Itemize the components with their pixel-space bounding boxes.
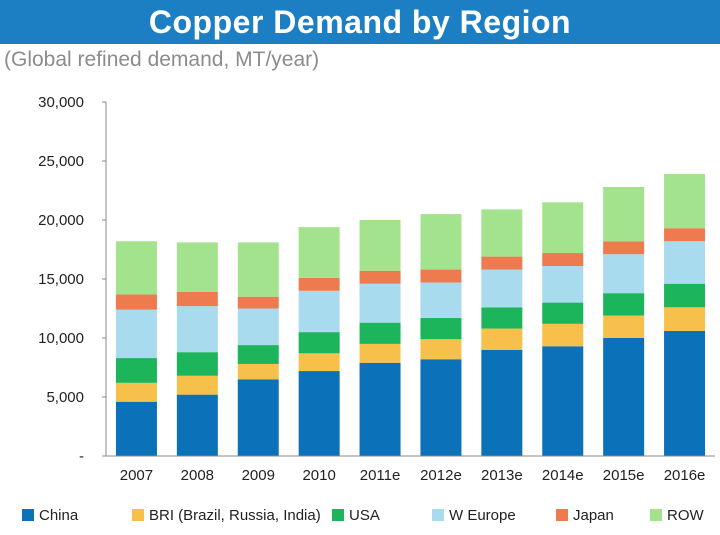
bar-segment-japan <box>115 294 157 310</box>
chart-title: Copper Demand by Region <box>148 3 572 40</box>
bar-segment-japan <box>237 296 279 309</box>
bar-segment-row <box>359 220 401 271</box>
bar-segment-usa <box>481 307 523 329</box>
y-tick-label: 30,000 <box>38 94 84 111</box>
bars <box>115 173 706 456</box>
y-tick-label: 20,000 <box>38 212 84 229</box>
x-tick-label: 2007 <box>120 467 153 484</box>
bar-segment-bri <box>542 323 584 347</box>
bar-segment-japan <box>542 253 584 267</box>
bar-segment-w <box>542 266 584 303</box>
bar-segment-usa <box>176 352 218 376</box>
bar-segment-china <box>420 359 462 456</box>
bar-segment-china <box>359 362 401 456</box>
bar-segment-w <box>115 309 157 359</box>
legend-label: ROW <box>667 507 705 524</box>
bar-segment-japan <box>298 277 340 291</box>
bar-segment-japan <box>603 241 645 255</box>
bar-segment-bri <box>603 315 645 338</box>
bar-segment-china <box>542 346 584 456</box>
legend-swatch <box>22 509 34 521</box>
bar-segment-w <box>664 241 706 284</box>
bar-segment-usa <box>359 322 401 344</box>
x-tick-label: 2011e <box>360 467 401 484</box>
bar-segment-row <box>664 173 706 229</box>
chart-subtitle: (Global refined demand, MT/year) <box>4 48 320 71</box>
bar-segment-china <box>664 330 706 456</box>
bar-segment-china <box>298 371 340 456</box>
y-axis: - 5,000 10,000 15,000 20,000 25,000 30,000 <box>38 94 107 465</box>
legend-swatch <box>332 509 344 521</box>
bar-segment-usa <box>237 345 279 364</box>
bar-segment-w <box>176 306 218 353</box>
bar-segment-w <box>481 269 523 308</box>
bar-segment-row <box>603 186 645 242</box>
legend-swatch <box>556 509 568 521</box>
bar-segment-bri <box>664 307 706 331</box>
y-tick-label: - <box>79 448 84 465</box>
bar-segment-bri <box>176 375 218 395</box>
bar-segment-w <box>298 290 340 333</box>
legend: China BRI (Brazil, Russia, India) USA W Eur… <box>22 507 705 524</box>
bar-segment-usa <box>664 283 706 308</box>
bar-segment-china <box>176 394 218 456</box>
bar-segment-bri <box>115 382 157 402</box>
bar-segment-japan <box>664 228 706 242</box>
x-tick-label: 2009 <box>242 467 275 484</box>
bar-segment-row <box>542 202 584 254</box>
legend-label: W Europe <box>449 507 516 524</box>
legend-label: China <box>39 507 79 524</box>
bar-segment-japan <box>359 270 401 284</box>
legend-label: Japan <box>573 507 614 524</box>
bar-segment-row <box>115 241 157 295</box>
bar-segment-china <box>115 401 157 456</box>
bar-segment-bri <box>420 339 462 360</box>
bar-segment-row <box>298 227 340 278</box>
x-tick-label: 2012e <box>420 467 462 484</box>
x-tick-label: 2014e <box>542 467 584 484</box>
bar-segment-w <box>603 254 645 294</box>
legend-label: BRI (Brazil, Russia, India) <box>149 507 321 524</box>
legend-label: USA <box>349 507 380 524</box>
bar-segment-japan <box>420 269 462 283</box>
legend-swatch <box>132 509 144 521</box>
bar-segment-china <box>603 338 645 456</box>
bar-segment-row <box>481 209 523 257</box>
bar-segment-w <box>420 282 462 318</box>
bar-segment-bri <box>359 343 401 363</box>
bar-segment-w <box>237 308 279 346</box>
bar-segment-japan <box>481 256 523 270</box>
x-tick-label: 2015e <box>603 467 645 484</box>
legend-swatch <box>432 509 444 521</box>
x-axis: 2007 2008 2009 2010 2011e 2012e 2013e 2014e 2015… <box>106 455 715 484</box>
y-tick-label: 10,000 <box>38 330 84 347</box>
bar-segment-row <box>420 214 462 270</box>
bar-segment-china <box>237 379 279 456</box>
bar-segment-bri <box>298 353 340 372</box>
x-tick-label: 2008 <box>181 467 214 484</box>
bar-segment-bri <box>481 328 523 350</box>
bar-segment-usa <box>298 332 340 354</box>
bar-segment-usa <box>542 302 584 324</box>
y-tick-label: 15,000 <box>38 271 84 288</box>
x-tick-label: 2016e <box>664 467 706 484</box>
bar-segment-row <box>176 242 218 292</box>
x-tick-label: 2013e <box>481 467 523 484</box>
y-tick-label: 5,000 <box>46 389 84 406</box>
bar-segment-bri <box>237 363 279 380</box>
bar-segment-usa <box>420 317 462 340</box>
bar-segment-row <box>237 242 279 297</box>
legend-swatch <box>650 509 662 521</box>
bar-segment-japan <box>176 291 218 307</box>
x-tick-label: 2010 <box>302 467 335 484</box>
bar-segment-usa <box>115 358 157 383</box>
bar-segment-w <box>359 283 401 323</box>
title-bar: Copper Demand by Region <box>0 0 720 44</box>
bar-segment-china <box>481 349 523 456</box>
y-tick-label: 25,000 <box>38 153 84 170</box>
bar-segment-usa <box>603 293 645 316</box>
